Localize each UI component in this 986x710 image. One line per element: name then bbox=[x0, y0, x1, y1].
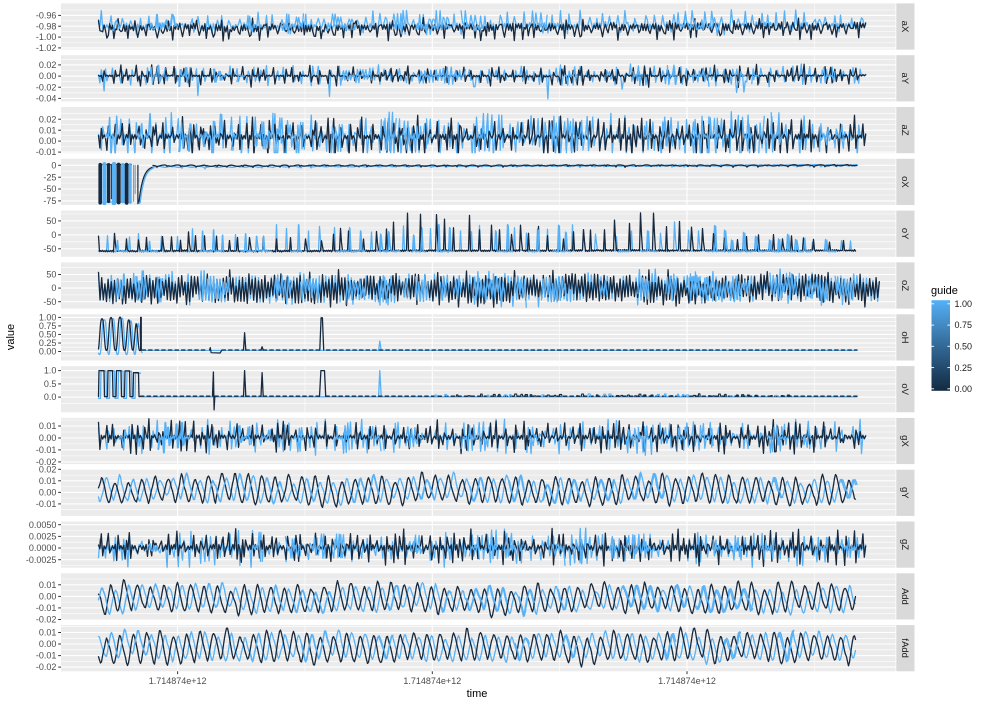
svg-text:-0.01: -0.01 bbox=[36, 651, 57, 661]
svg-text:time: time bbox=[467, 688, 488, 700]
svg-text:0.0050: 0.0050 bbox=[29, 520, 57, 530]
svg-text:gZ: gZ bbox=[899, 539, 910, 550]
svg-text:1.00: 1.00 bbox=[955, 299, 973, 309]
svg-text:0.5: 0.5 bbox=[44, 379, 57, 389]
svg-text:-75: -75 bbox=[43, 196, 56, 206]
svg-text:1.714874e+12: 1.714874e+12 bbox=[658, 676, 716, 686]
svg-text:0.00: 0.00 bbox=[39, 136, 57, 146]
svg-text:0.02: 0.02 bbox=[39, 60, 57, 70]
svg-text:gY: gY bbox=[899, 487, 910, 499]
svg-text:0.0000: 0.0000 bbox=[29, 543, 57, 553]
svg-text:-0.01: -0.01 bbox=[36, 603, 57, 613]
svg-text:0.00: 0.00 bbox=[39, 433, 57, 443]
svg-text:-1.02: -1.02 bbox=[36, 43, 57, 53]
svg-text:Add: Add bbox=[899, 588, 910, 605]
svg-text:0.75: 0.75 bbox=[955, 320, 973, 330]
svg-text:0.00: 0.00 bbox=[39, 71, 57, 81]
svg-text:0.25: 0.25 bbox=[955, 363, 973, 373]
svg-text:0: 0 bbox=[51, 230, 56, 240]
svg-text:-0.02: -0.02 bbox=[36, 82, 57, 92]
svg-text:0.01: 0.01 bbox=[39, 628, 57, 638]
svg-text:0: 0 bbox=[51, 283, 56, 293]
svg-text:-0.02: -0.02 bbox=[36, 457, 57, 467]
svg-text:0.00: 0.00 bbox=[39, 488, 57, 498]
svg-text:-0.01: -0.01 bbox=[36, 147, 57, 157]
svg-text:aY: aY bbox=[899, 72, 910, 84]
svg-text:-50: -50 bbox=[43, 184, 56, 194]
svg-text:-0.01: -0.01 bbox=[36, 445, 57, 455]
svg-text:0.00: 0.00 bbox=[39, 639, 57, 649]
svg-text:gX: gX bbox=[899, 435, 910, 447]
svg-text:1.714874e+12: 1.714874e+12 bbox=[403, 676, 461, 686]
svg-text:0.0: 0.0 bbox=[44, 392, 57, 402]
svg-text:oX: oX bbox=[899, 176, 910, 188]
svg-text:0.50: 0.50 bbox=[955, 342, 973, 352]
svg-text:-0.02: -0.02 bbox=[36, 662, 57, 672]
svg-text:guide: guide bbox=[931, 285, 958, 297]
svg-text:oH: oH bbox=[899, 331, 910, 343]
svg-text:-0.02: -0.02 bbox=[36, 615, 57, 625]
svg-text:1.714874e+12: 1.714874e+12 bbox=[149, 676, 207, 686]
svg-text:50: 50 bbox=[46, 216, 56, 226]
svg-text:-0.96: -0.96 bbox=[36, 11, 57, 21]
svg-text:-0.04: -0.04 bbox=[36, 94, 57, 104]
svg-text:0.0025: 0.0025 bbox=[29, 532, 57, 542]
svg-text:aX: aX bbox=[899, 21, 910, 33]
svg-text:0.25: 0.25 bbox=[39, 338, 57, 348]
svg-text:aZ: aZ bbox=[899, 125, 910, 136]
svg-text:-50: -50 bbox=[43, 297, 56, 307]
svg-text:0.02: 0.02 bbox=[39, 114, 57, 124]
svg-text:oY: oY bbox=[899, 228, 910, 240]
svg-text:-25: -25 bbox=[43, 172, 56, 182]
svg-text:fAdd: fAdd bbox=[899, 638, 910, 658]
svg-text:1.00: 1.00 bbox=[39, 313, 57, 323]
svg-text:oZ: oZ bbox=[899, 280, 910, 291]
svg-text:0.00: 0.00 bbox=[39, 347, 57, 357]
svg-text:0.50: 0.50 bbox=[39, 330, 57, 340]
svg-text:0.01: 0.01 bbox=[39, 125, 57, 135]
svg-text:0.01: 0.01 bbox=[39, 580, 57, 590]
svg-text:50: 50 bbox=[46, 270, 56, 280]
svg-text:-0.98: -0.98 bbox=[36, 21, 57, 31]
svg-text:1.0: 1.0 bbox=[44, 366, 57, 376]
svg-text:-0.0025: -0.0025 bbox=[26, 555, 57, 565]
svg-text:0.01: 0.01 bbox=[39, 421, 57, 431]
svg-text:-50: -50 bbox=[43, 244, 56, 254]
svg-text:oV: oV bbox=[899, 383, 910, 395]
svg-text:0.00: 0.00 bbox=[955, 384, 973, 394]
svg-text:0.75: 0.75 bbox=[39, 321, 57, 331]
svg-text:-1.00: -1.00 bbox=[36, 32, 57, 42]
svg-text:-0.01: -0.01 bbox=[36, 499, 57, 509]
svg-text:0.01: 0.01 bbox=[39, 476, 57, 486]
svg-text:0.02: 0.02 bbox=[39, 464, 57, 474]
svg-text:0.00: 0.00 bbox=[39, 592, 57, 602]
svg-text:value: value bbox=[5, 324, 17, 350]
svg-text:0: 0 bbox=[51, 160, 56, 170]
